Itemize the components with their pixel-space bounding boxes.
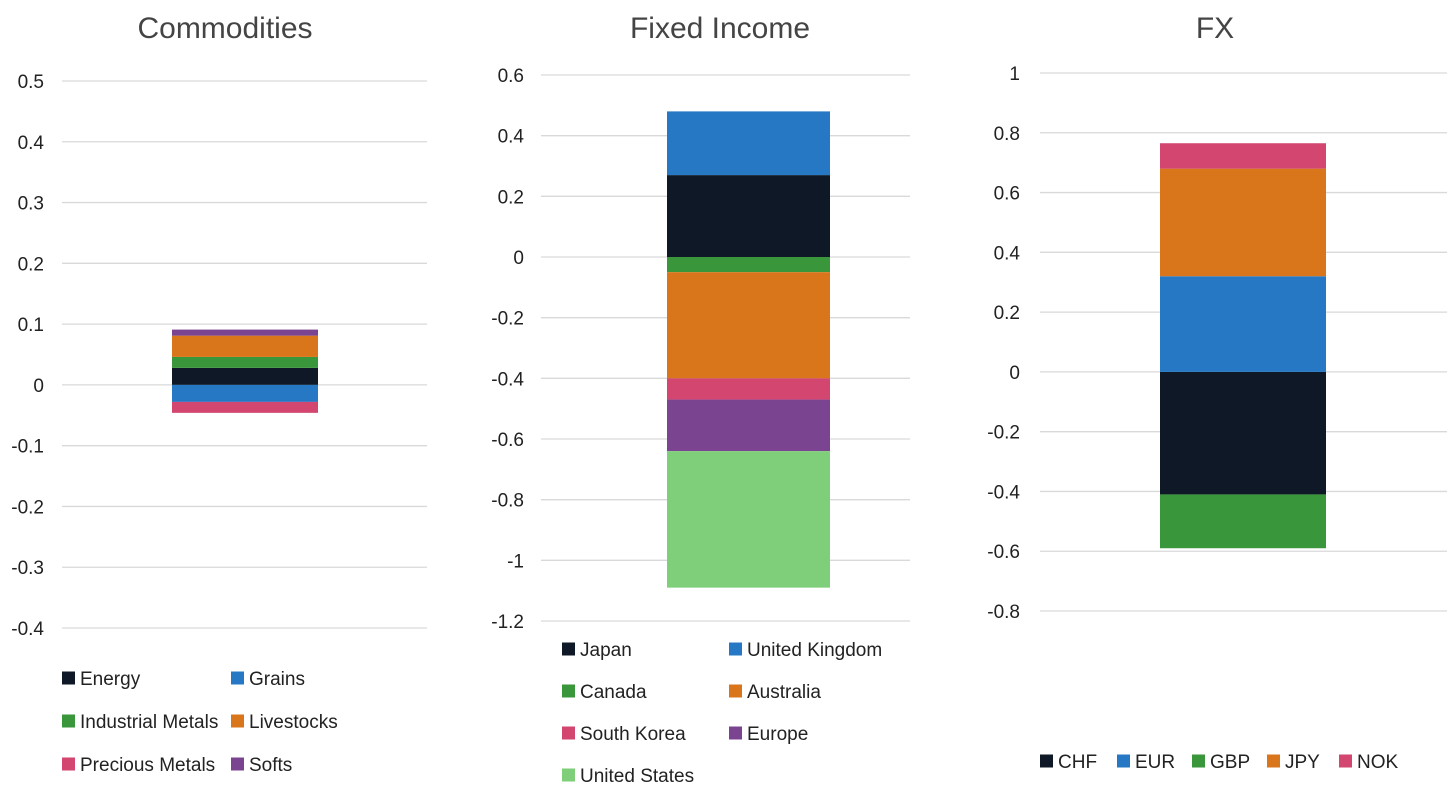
bar-segment-australia — [667, 272, 830, 379]
chart-panel-2: FX 1 0.8 0.6 0.4 0.2 0 -0.2 -0.4 -0.6 -0.8 CHF EUR GB… — [987, 12, 1447, 773]
legend-label: Canada — [580, 682, 647, 703]
legend-label: South Korea — [580, 724, 686, 745]
legend-label: Industrial Metals — [80, 712, 218, 733]
legend-swatch — [62, 671, 75, 685]
bar-segment-chf — [1160, 371, 1326, 495]
bar-segment-grains — [172, 384, 318, 402]
y-tick-label: 0 — [1009, 363, 1020, 384]
legend-swatch — [729, 726, 742, 740]
bar-segment-energy — [172, 367, 318, 385]
legend-label: Softs — [249, 755, 292, 776]
legend-label: NOK — [1357, 752, 1399, 773]
bar-segment-united-kingdom — [667, 111, 830, 176]
legend-label: United States — [580, 766, 694, 787]
bar-segment-gbp — [1160, 494, 1326, 549]
y-tick-label: -0.8 — [987, 602, 1020, 623]
y-tick-label: -0.2 — [987, 423, 1020, 444]
bar-segment-united-states — [667, 451, 830, 588]
y-tick-label: -0.8 — [491, 491, 524, 512]
bar-segment-south-korea — [667, 378, 830, 400]
legend-label: JPY — [1285, 752, 1320, 773]
legend-swatch — [62, 714, 75, 728]
y-tick-label: 0.6 — [994, 184, 1020, 205]
bar-segment-livestocks — [172, 335, 318, 357]
legend-swatch — [1117, 754, 1130, 768]
legend-swatch — [62, 757, 75, 771]
legend-label: Japan — [580, 640, 632, 661]
bar-segment-canada — [667, 257, 830, 273]
y-tick-label: 0.6 — [498, 66, 524, 87]
legend-swatch — [562, 642, 575, 656]
bar-segment-jpy — [1160, 168, 1326, 277]
chart-title: FX — [1196, 12, 1234, 45]
y-tick-label: -0.2 — [491, 309, 524, 330]
y-tick-label: 0.5 — [18, 72, 44, 93]
y-tick-label: 0.2 — [994, 303, 1020, 324]
bar-segment-softs — [172, 329, 318, 336]
y-tick-label: 1 — [1009, 64, 1020, 85]
bar-segment-precious-metals — [172, 401, 318, 413]
legend-swatch — [562, 726, 575, 740]
legend-swatch — [1339, 754, 1352, 768]
chart-title: Commodities — [137, 12, 312, 45]
legend-swatch — [562, 768, 575, 782]
legend-swatch — [729, 642, 742, 656]
legend-swatch — [231, 714, 244, 728]
legend-label: Energy — [80, 669, 141, 690]
y-tick-label: -0.6 — [987, 542, 1020, 563]
y-tick-label: 0.2 — [498, 187, 524, 208]
bar-segment-nok — [1160, 143, 1326, 169]
legend-label: Europe — [747, 724, 808, 745]
legend-swatch — [1040, 754, 1053, 768]
y-tick-label: -0.3 — [11, 558, 44, 579]
y-tick-label: 0.2 — [18, 254, 44, 275]
y-tick-label: -0.2 — [11, 497, 44, 518]
legend-swatch — [231, 671, 244, 685]
legend-swatch — [562, 684, 575, 698]
y-tick-label: 0 — [33, 376, 44, 397]
y-tick-label: 0.4 — [994, 243, 1021, 264]
y-tick-label: 0.4 — [18, 133, 45, 154]
bar-segment-eur — [1160, 276, 1326, 372]
chart-panel-1: Fixed Income 0.6 0.4 0.2 0 -0.2 -0.4 -0.6 -0.8 -1… — [491, 12, 910, 787]
legend-swatch — [1192, 754, 1205, 768]
y-tick-label: 0.8 — [994, 124, 1020, 145]
y-tick-label: -0.1 — [11, 437, 44, 458]
bar-segment-japan — [667, 175, 830, 257]
bar-segment-industrial-metals — [172, 356, 318, 368]
y-tick-label: 0.4 — [498, 127, 525, 148]
legend-label: Australia — [747, 682, 821, 703]
y-tick-label: -0.4 — [987, 482, 1020, 503]
bar-segment-europe — [667, 399, 830, 452]
y-tick-label: -1.2 — [491, 612, 524, 633]
legend-swatch — [231, 757, 244, 771]
legend-label: United Kingdom — [747, 640, 882, 661]
y-tick-label: -0.4 — [491, 369, 524, 390]
legend-label: EUR — [1135, 752, 1175, 773]
y-tick-label: 0.1 — [18, 315, 44, 336]
legend-swatch — [1267, 754, 1280, 768]
legend-label: Grains — [249, 669, 305, 690]
y-tick-label: -0.4 — [11, 619, 44, 640]
legend-label: Precious Metals — [80, 755, 215, 776]
legend-label: CHF — [1058, 752, 1097, 773]
y-tick-label: -0.6 — [491, 430, 524, 451]
chart-panel-0: Commodities 0.5 0.4 0.3 0.2 0.1 0 -0.1 -0.2 -0.3 -… — [11, 12, 427, 776]
y-tick-label: 0.3 — [18, 194, 44, 215]
y-tick-label: 0 — [513, 248, 524, 269]
y-tick-label: -1 — [507, 551, 524, 572]
legend-label: GBP — [1210, 752, 1250, 773]
legend-label: Livestocks — [249, 712, 338, 733]
legend-swatch — [729, 684, 742, 698]
chart-title: Fixed Income — [630, 12, 810, 45]
